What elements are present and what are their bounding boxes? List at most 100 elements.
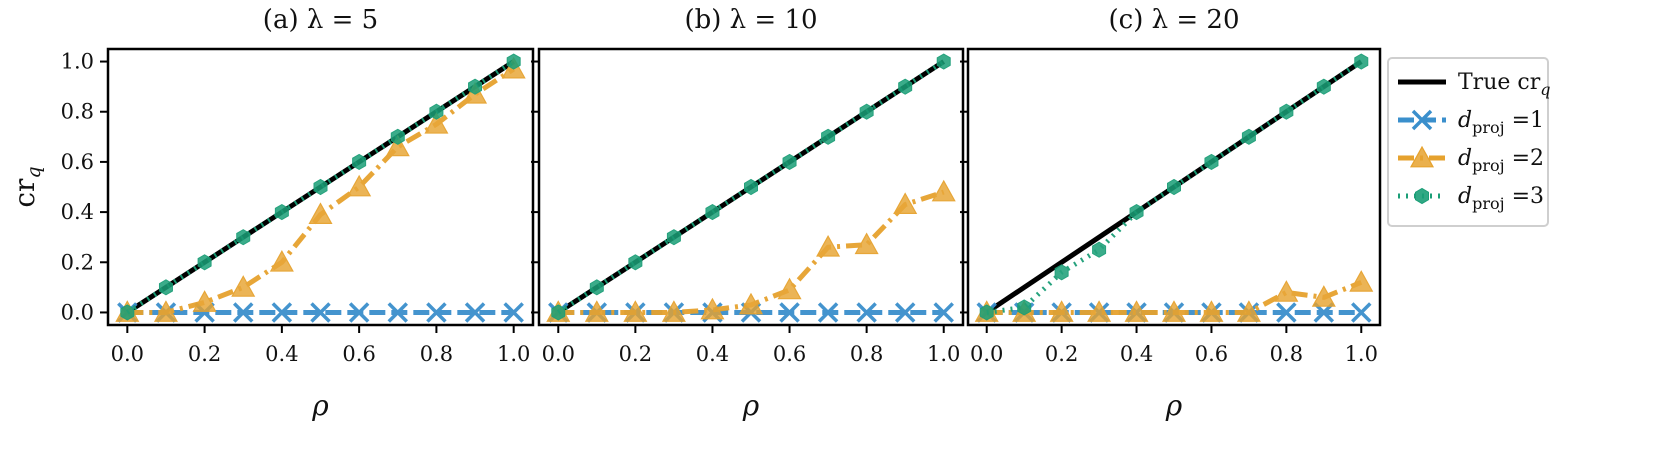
data-point-d2	[1161, 300, 1187, 322]
series-d3	[551, 53, 951, 321]
data-point-d3	[274, 204, 289, 221]
legend-marker-d1	[1411, 109, 1433, 131]
data-point-d3	[120, 304, 135, 321]
panel-2: 0.0 0.2 0.4 0.6 0.8 1.0 (b) λ = 10 ρ	[531, 5, 965, 422]
data-point-d1	[1351, 302, 1372, 323]
legend-label: dproj =2	[1458, 146, 1544, 175]
data-point-d3	[390, 128, 405, 145]
x-tick-label: 0.2	[1045, 342, 1078, 366]
data-point-d2	[931, 179, 956, 202]
data-point-d3	[313, 178, 328, 196]
data-point-d3	[1017, 299, 1032, 316]
legend-label: True crq	[1458, 70, 1550, 99]
data-point-d1	[271, 302, 293, 323]
data-point-d3	[506, 53, 521, 70]
x-tick-label: 0.8	[1270, 342, 1303, 366]
legend-label: dproj =1	[1458, 108, 1544, 137]
data-point-d2	[816, 234, 841, 257]
legend-item-d1: dproj =1	[1398, 108, 1544, 137]
legend-marker-d3	[1415, 187, 1429, 205]
plot-area	[546, 53, 956, 323]
data-point-d1	[387, 302, 409, 323]
data-point-d3	[1316, 78, 1331, 95]
data-point-d2	[1124, 300, 1149, 322]
axes-frame	[966, 47, 1382, 327]
data-point-d2	[777, 277, 802, 300]
axes-frame	[537, 47, 965, 327]
data-point-d2	[153, 300, 178, 322]
data-point-d1	[1276, 302, 1297, 323]
data-point-d3	[352, 153, 367, 170]
data-point-d1	[856, 302, 877, 323]
data-point-d2	[623, 300, 648, 322]
x-tick-label: 0.8	[850, 342, 883, 366]
legend-item-true: True crq	[1398, 70, 1550, 99]
data-point-d3	[821, 128, 836, 145]
legend-marker-d2	[1409, 145, 1435, 168]
data-point-d2	[347, 174, 372, 197]
x-tick-label: 1.0	[1345, 342, 1378, 366]
y-tick-label: 1.0	[61, 50, 94, 74]
data-point-d3	[236, 229, 251, 246]
data-point-d3	[898, 78, 913, 95]
x-axis-label: ρ	[1165, 389, 1183, 422]
x-tick-label: 1.0	[927, 342, 960, 366]
data-point-d2	[738, 292, 764, 315]
data-point-d2	[385, 134, 410, 157]
data-point-d3	[1129, 204, 1144, 221]
data-point-d1	[933, 302, 954, 323]
data-point-d3	[1092, 241, 1107, 258]
panel-title: (a) λ = 5	[263, 5, 378, 35]
data-point-d3	[666, 229, 681, 246]
data-point-d2	[269, 250, 294, 272]
y-tick-label: 0.4	[61, 200, 94, 224]
panel-title: (b) λ = 10	[684, 5, 817, 35]
data-point-d3	[628, 254, 643, 271]
data-point-d2	[1087, 300, 1112, 322]
plot-area	[115, 53, 526, 323]
data-point-d3	[1204, 153, 1219, 170]
data-point-d1	[779, 302, 800, 323]
legend-item-d2: dproj =2	[1398, 145, 1544, 175]
data-point-d2	[1199, 300, 1224, 322]
series-d1	[117, 302, 524, 323]
x-axis-label: ρ	[311, 389, 329, 422]
series-d2	[546, 179, 956, 322]
data-point-d3	[979, 304, 994, 321]
series-d3	[120, 53, 521, 321]
x-tick-label: 0.2	[188, 342, 221, 366]
data-point-d2	[661, 300, 686, 322]
x-tick-label: 0.6	[1195, 342, 1228, 366]
x-tick-label: 0.4	[696, 342, 729, 366]
legend: True crq dproj =1 dproj =2 dproj =3	[1387, 57, 1550, 227]
y-tick-label: 0.2	[61, 250, 94, 274]
data-point-d3	[936, 53, 951, 70]
data-point-d3	[551, 304, 566, 321]
x-tick-label: 0.0	[970, 342, 1003, 366]
data-point-d3	[1054, 264, 1069, 281]
panel-3: 0.0 0.2 0.4 0.6 0.8 1.0 (c) λ = 20 ρ	[960, 5, 1382, 422]
x-tick-label: 1.0	[497, 342, 530, 366]
y-axis-label: crq	[8, 166, 45, 207]
x-tick-label: 0.2	[619, 342, 652, 366]
data-point-d1	[464, 302, 486, 323]
data-point-d2	[1311, 285, 1336, 307]
data-point-d2	[1236, 300, 1261, 322]
data-point-d2	[584, 300, 609, 322]
data-point-d3	[1167, 178, 1181, 196]
x-tick-label: 0.4	[265, 342, 298, 366]
data-point-d1	[426, 302, 447, 323]
data-point-d1	[348, 302, 370, 323]
data-point-d2	[231, 275, 256, 297]
x-tick-label: 0.6	[773, 342, 806, 366]
series-line-d3	[986, 59, 1363, 315]
axes-frame	[106, 47, 535, 327]
panels: 0.0 0.2 0.4 0.6 0.8 1.0 0.0 0.2 0.4 0.6 0.8 1.0 (a) …	[8, 5, 1382, 422]
y-tick-label: 0.8	[61, 100, 94, 124]
data-point-d3	[429, 103, 444, 120]
data-point-d2	[192, 290, 217, 312]
data-point-d3	[1279, 103, 1294, 120]
data-point-d3	[468, 78, 483, 95]
data-point-d2	[308, 202, 333, 224]
data-point-d3	[859, 103, 874, 120]
